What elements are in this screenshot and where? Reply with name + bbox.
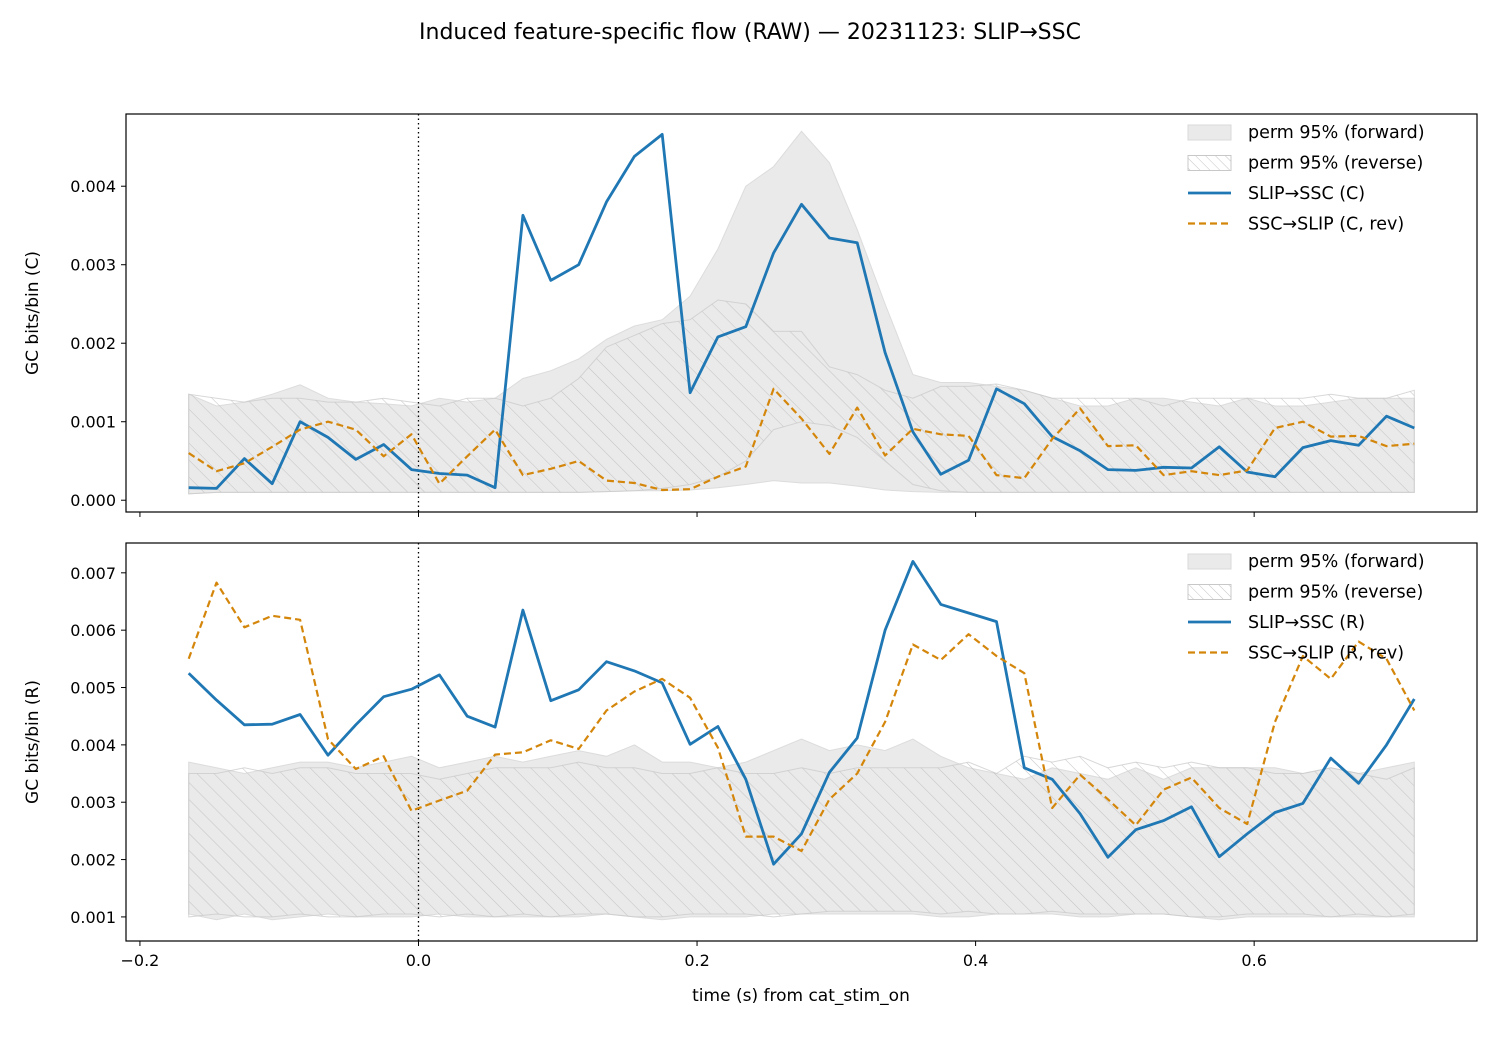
legend-item-reverse-series: SSC→SLIP (R, rev) [1188, 644, 1404, 664]
legend-label: perm 95% (forward) [1248, 552, 1425, 572]
y-axis-label: GC bits/bin (C) [23, 251, 43, 375]
legend-item-forward-series: SLIP→SSC (C) [1188, 184, 1365, 204]
legend-label: SSC→SLIP (R, rev) [1248, 644, 1404, 664]
legend-item-reverse-band: perm 95% (reverse) [1187, 583, 1423, 603]
legend-item-reverse-band: perm 95% (reverse) [1187, 154, 1423, 174]
legend-item-forward-band: perm 95% (forward) [1187, 552, 1425, 572]
panel-bottom: −0.2 0.0 0.2 0.4 0.6 0.001 0.002 0.003 0.004 0.00… [23, 542, 1478, 970]
panel-top: 0.000 0.001 0.002 0.003 0.004 GC bits/bin (C)… [23, 113, 1478, 517]
legend-swatch [1187, 553, 1232, 570]
legend-label: perm 95% (forward) [1248, 123, 1425, 143]
y-tick-label: 0.006 [70, 621, 116, 640]
y-tick-label: 0.002 [70, 851, 116, 870]
y-tick-label: 0.001 [70, 413, 116, 432]
legend-label: SLIP→SSC (R) [1248, 613, 1365, 633]
y-tick-label: 0.002 [70, 334, 116, 353]
axes-frame [125, 542, 1478, 942]
y-tick-label: 0.005 [70, 679, 116, 698]
y-axis-label: GC bits/bin (R) [23, 680, 43, 804]
series-line-forward [188, 132, 1415, 490]
y-tick-label: 0.004 [70, 736, 116, 755]
series-line-forward [187, 560, 1416, 866]
y-tick-label: 0.004 [70, 177, 116, 196]
x-tick-label: 0.6 [1241, 951, 1266, 970]
x-axis-label: time (s) from cat_stim_on [692, 986, 910, 1006]
legend-label: perm 95% (reverse) [1248, 154, 1423, 174]
figure-title: Induced feature-specific flow (RAW) — 20… [419, 20, 1081, 45]
legend-item-reverse-series: SSC→SLIP (C, rev) [1188, 215, 1404, 235]
x-tick-label: 0.4 [963, 951, 988, 970]
axes-frame [125, 113, 1478, 513]
legend-label: SSC→SLIP (C, rev) [1248, 215, 1404, 235]
legend: perm 95% (forward) perm 95% (reverse) SLIP… [1187, 552, 1425, 664]
band-reverse [188, 755, 1415, 918]
legend-label: perm 95% (reverse) [1248, 583, 1423, 603]
legend-item-forward-band: perm 95% (forward) [1187, 123, 1425, 143]
y-tick-label: 0.007 [70, 564, 116, 583]
plot-area [188, 114, 1415, 512]
y-tick-label: 0.000 [70, 491, 116, 510]
x-tick-label: 0.0 [406, 951, 431, 970]
y-tick-label: 0.003 [70, 256, 116, 275]
series-line-reverse [187, 581, 1416, 853]
legend: perm 95% (forward) perm 95% (reverse) SLIP… [1187, 123, 1425, 235]
x-tick-label: 0.2 [684, 951, 709, 970]
legend-item-forward-series: SLIP→SSC (R) [1188, 613, 1365, 633]
series-line-reverse [188, 387, 1415, 492]
y-tick-label: 0.001 [70, 908, 116, 927]
legend-swatch [1187, 155, 1232, 171]
x-tick-label: −0.2 [120, 951, 159, 970]
y-tick-label: 0.003 [70, 793, 116, 812]
legend-label: SLIP→SSC (C) [1248, 184, 1365, 204]
legend-swatch [1187, 124, 1232, 141]
plot-area [187, 543, 1416, 941]
legend-swatch [1187, 584, 1232, 600]
